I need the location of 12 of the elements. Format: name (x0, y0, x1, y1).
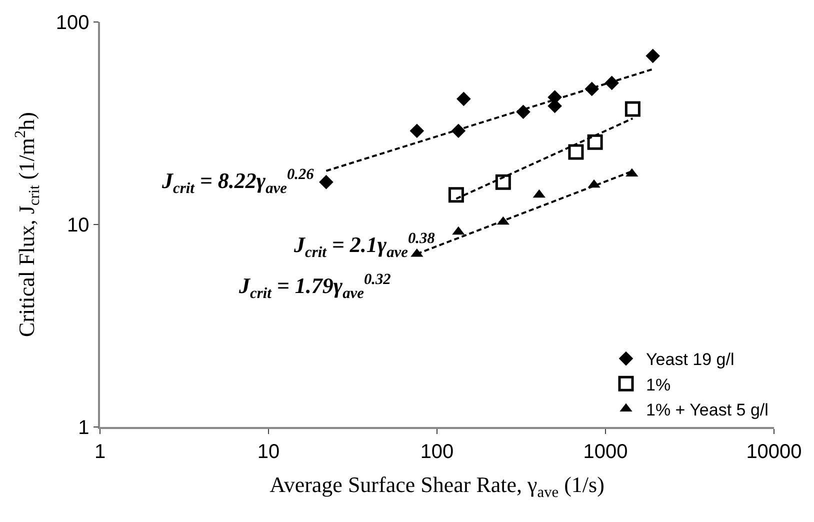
y-tick-label: 1 (78, 417, 90, 439)
y-tick-label: 100 (56, 12, 90, 34)
x-tick-label: 1 (94, 440, 106, 463)
x-tick-label: 1000 (583, 440, 628, 463)
legend-label: 1% + Yeast 5 g/l (646, 400, 768, 420)
legend-label: Yeast 19 g/l (646, 350, 734, 370)
x-tick-label: 10000 (746, 440, 802, 463)
legend-label: 1% (646, 375, 671, 394)
x-tick-label: 100 (420, 440, 454, 463)
x-axis-title: Average Surface Shear Rate, γ$_{ave}$ (1/s) (270, 472, 604, 501)
y-tick-label: 10 (67, 214, 90, 236)
x-tick-label: 10 (257, 440, 280, 463)
